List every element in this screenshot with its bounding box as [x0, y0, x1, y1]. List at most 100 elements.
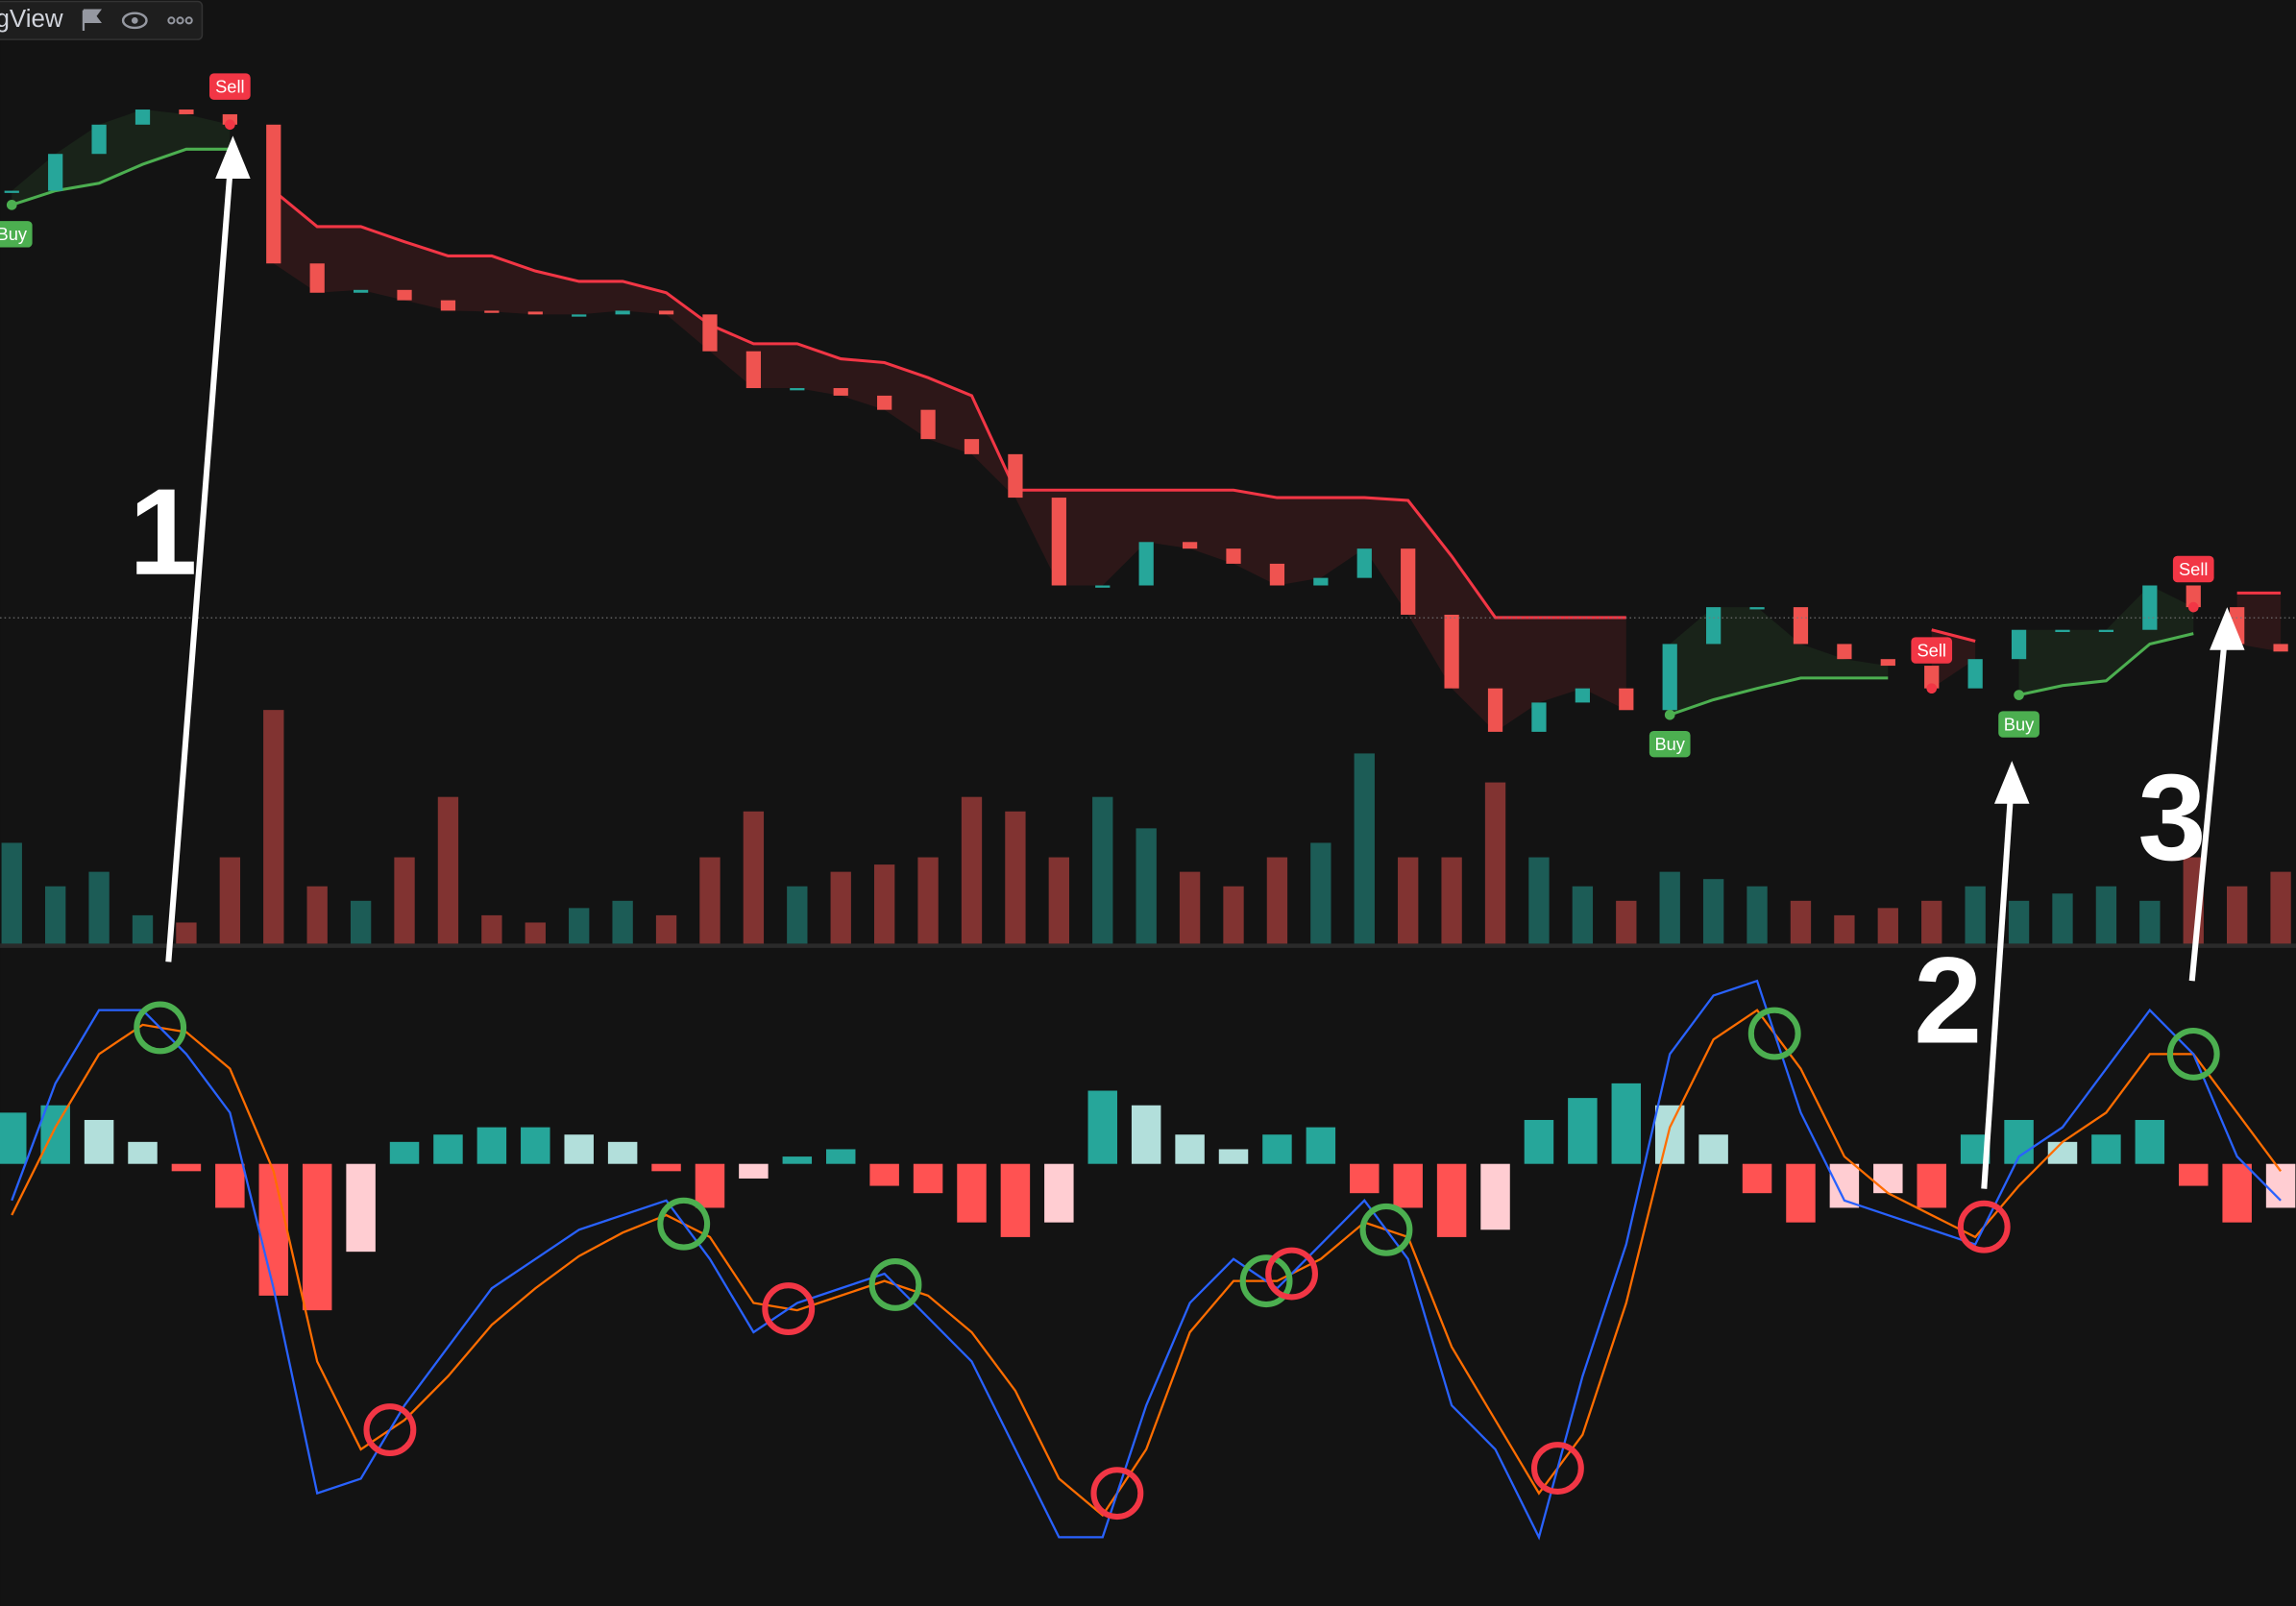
signal-label: Sell — [215, 76, 244, 96]
trend-fill — [2236, 593, 2282, 652]
candle — [702, 314, 718, 352]
histogram-bar — [258, 1163, 289, 1296]
candle — [1138, 542, 1154, 586]
volume-bar — [525, 922, 546, 945]
signal-dot — [6, 199, 17, 210]
candle — [1837, 644, 1852, 660]
candle — [1444, 614, 1459, 689]
candle — [1880, 659, 1895, 667]
signal-label: Buy — [1654, 734, 1685, 754]
histogram-bar — [1350, 1163, 1380, 1194]
volume-bar — [1441, 857, 1462, 945]
volume-bar — [743, 811, 765, 945]
histogram-bar — [433, 1134, 463, 1164]
histogram-bar — [1873, 1163, 1903, 1194]
volume-bar — [1659, 871, 1680, 945]
volume-bar — [2008, 900, 2030, 945]
volume-bar — [1, 842, 22, 945]
candle — [4, 190, 19, 193]
trend-fill — [273, 190, 1626, 732]
candle — [1095, 585, 1111, 588]
more-icon[interactable] — [167, 16, 193, 25]
candle — [877, 395, 892, 410]
candle — [745, 351, 762, 389]
candle — [1531, 702, 1547, 732]
candle — [2273, 644, 2288, 652]
candle — [353, 289, 369, 293]
histogram-bar — [607, 1141, 638, 1164]
crossover-circle — [134, 1001, 187, 1055]
histogram-bar — [2047, 1141, 2078, 1164]
signal-dot — [2014, 690, 2024, 700]
volume-bar — [961, 796, 983, 945]
histogram-bar — [739, 1163, 769, 1179]
candle — [440, 300, 456, 311]
histogram-bar — [521, 1127, 550, 1164]
volume-bar — [569, 908, 590, 945]
histogram-bar — [1175, 1134, 1205, 1164]
volume-bar — [2052, 893, 2073, 945]
arrow — [165, 172, 233, 962]
histogram-bar — [782, 1156, 813, 1164]
volume-bar — [830, 871, 851, 945]
volume-bar — [1136, 828, 1157, 945]
crossover-circle — [868, 1258, 922, 1311]
volume-bar — [88, 871, 110, 945]
flag-icon[interactable] — [82, 9, 102, 32]
volume-bar — [1528, 857, 1550, 945]
macd-pane — [0, 979, 2296, 1541]
crossover-circle — [1747, 1007, 1801, 1060]
histogram-bar — [1000, 1163, 1031, 1237]
candle — [222, 113, 237, 125]
candle — [48, 154, 63, 191]
candle — [1967, 659, 1983, 689]
candle — [1749, 607, 1765, 610]
candle — [2142, 585, 2158, 630]
candle — [790, 388, 805, 391]
candle — [1226, 548, 1241, 564]
crossover-circle — [2166, 1027, 2220, 1081]
signal-badge — [2172, 555, 2214, 583]
signal-badge — [209, 73, 251, 100]
histogram-bar — [2265, 1163, 2296, 1208]
volume-bar — [132, 914, 154, 945]
volume-bar — [2139, 900, 2161, 945]
volume-bar — [1310, 842, 1331, 945]
histogram-bar — [869, 1163, 899, 1186]
volume-bar — [219, 857, 241, 945]
volume-bar — [2226, 886, 2248, 945]
candle — [1487, 688, 1503, 732]
histogram-bar — [695, 1163, 725, 1208]
histogram-bar — [564, 1134, 594, 1164]
signal-label: Buy — [2004, 714, 2035, 734]
histogram-bar — [40, 1105, 70, 1164]
signal-dot — [225, 119, 235, 131]
volume-bar — [1616, 900, 1637, 945]
histogram-bar — [84, 1119, 114, 1164]
volume-bar — [306, 886, 328, 945]
histogram-bar — [1087, 1090, 1117, 1164]
histogram-bar — [346, 1163, 376, 1253]
eye-icon[interactable] — [121, 12, 148, 30]
crossover-circle — [1957, 1200, 2011, 1253]
arrow-head — [2210, 607, 2245, 650]
histogram-bar — [825, 1149, 856, 1164]
histogram-bar — [1393, 1163, 1423, 1208]
candle — [397, 289, 412, 301]
candle — [658, 310, 674, 315]
volume-bar — [1790, 900, 1812, 945]
trend-fill — [1670, 607, 1889, 716]
candle — [1008, 453, 1023, 499]
histogram-bar — [302, 1163, 332, 1311]
volume-bar — [437, 796, 459, 945]
volume-bar — [1921, 900, 1942, 945]
volume-bar — [2095, 886, 2117, 945]
candle — [309, 263, 325, 293]
histogram-bar — [1698, 1134, 1728, 1164]
volume-bar — [787, 886, 808, 945]
volume-bar — [45, 886, 66, 945]
histogram-bar — [1568, 1098, 1598, 1164]
histogram-bar — [2222, 1163, 2252, 1223]
crossover-circle — [762, 1282, 816, 1336]
